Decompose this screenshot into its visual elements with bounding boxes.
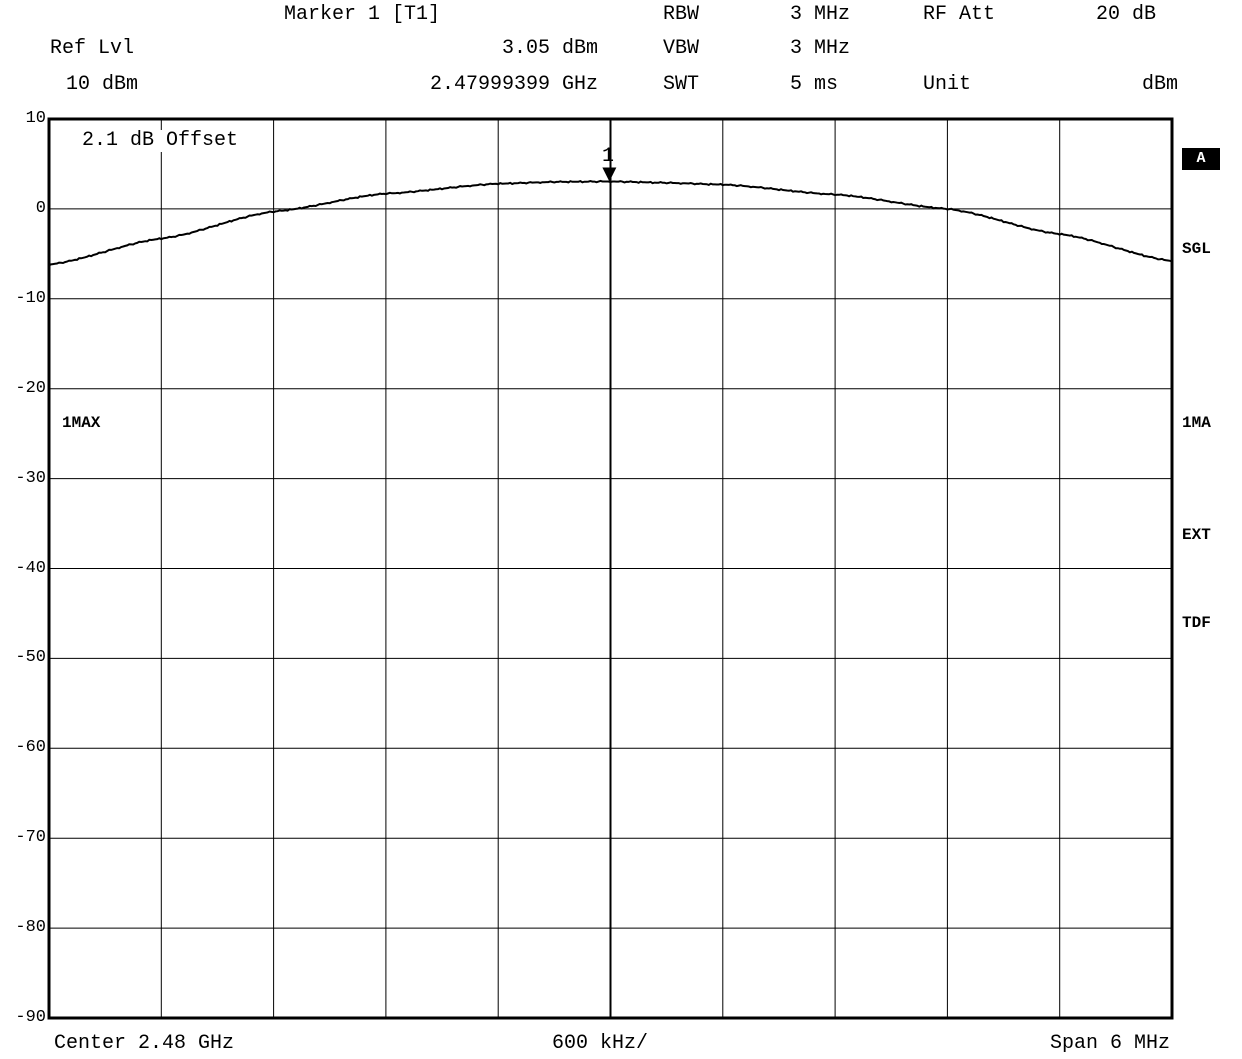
trace-line bbox=[48, 179, 1173, 267]
rbw-value: 3 MHz bbox=[790, 3, 851, 26]
trace-mode-left-label: 1MAX bbox=[62, 414, 101, 432]
y-tick-label: 10 bbox=[25, 109, 46, 128]
offset-annotation: 2.1 dB Offset bbox=[82, 129, 239, 152]
marker-frequency: 2.47999399 GHz bbox=[429, 73, 598, 96]
unit-label: Unit bbox=[923, 73, 972, 96]
y-tick-label: -60 bbox=[15, 738, 46, 758]
tdf-label: TDF bbox=[1182, 614, 1211, 632]
y-tick-label: -10 bbox=[15, 288, 46, 308]
y-tick-label: 0 bbox=[35, 198, 46, 218]
trace-mode-right-label: 1MA bbox=[1182, 414, 1211, 432]
swt-label: SWT bbox=[663, 73, 700, 96]
vbw-label: VBW bbox=[663, 37, 700, 60]
span-label: Span 6 MHz bbox=[1049, 1032, 1170, 1055]
marker-triangle bbox=[602, 167, 617, 182]
swt-value: 5 ms bbox=[790, 73, 839, 96]
rf-att-label: RF Att bbox=[923, 3, 996, 26]
single-sweep-label: SGL bbox=[1182, 240, 1211, 258]
per-division: 600 kHz/ bbox=[552, 1032, 649, 1055]
center-frequency: Center 2.48 GHz bbox=[54, 1032, 235, 1055]
rbw-label: RBW bbox=[663, 3, 700, 26]
ref-level-value: 10 dBm bbox=[66, 73, 139, 96]
y-tick-label: -90 bbox=[15, 1008, 46, 1027]
plot-grid bbox=[49, 119, 1172, 1018]
ext-label: EXT bbox=[1182, 526, 1211, 544]
y-tick-label: -30 bbox=[15, 468, 46, 488]
unit-value: dBm bbox=[1141, 73, 1178, 96]
vbw-value: 3 MHz bbox=[790, 37, 851, 60]
rf-att-value: 20 dB bbox=[1096, 3, 1157, 26]
marker-level: 3.05 dBm bbox=[501, 37, 598, 60]
marker-1 bbox=[602, 167, 617, 182]
trace-a-badge: A bbox=[1182, 148, 1220, 170]
y-tick-label: -80 bbox=[15, 918, 46, 938]
ref-level-label: Ref Lvl bbox=[50, 37, 135, 60]
marker-title: Marker 1 [T1] bbox=[284, 3, 441, 26]
plot-frame bbox=[47, 117, 1174, 1020]
y-tick-label: -70 bbox=[15, 828, 46, 848]
y-tick-label: -40 bbox=[15, 558, 46, 578]
y-tick-label: -50 bbox=[15, 648, 46, 668]
y-tick-label: -20 bbox=[15, 378, 46, 398]
marker-number-label: 1 bbox=[602, 145, 615, 168]
